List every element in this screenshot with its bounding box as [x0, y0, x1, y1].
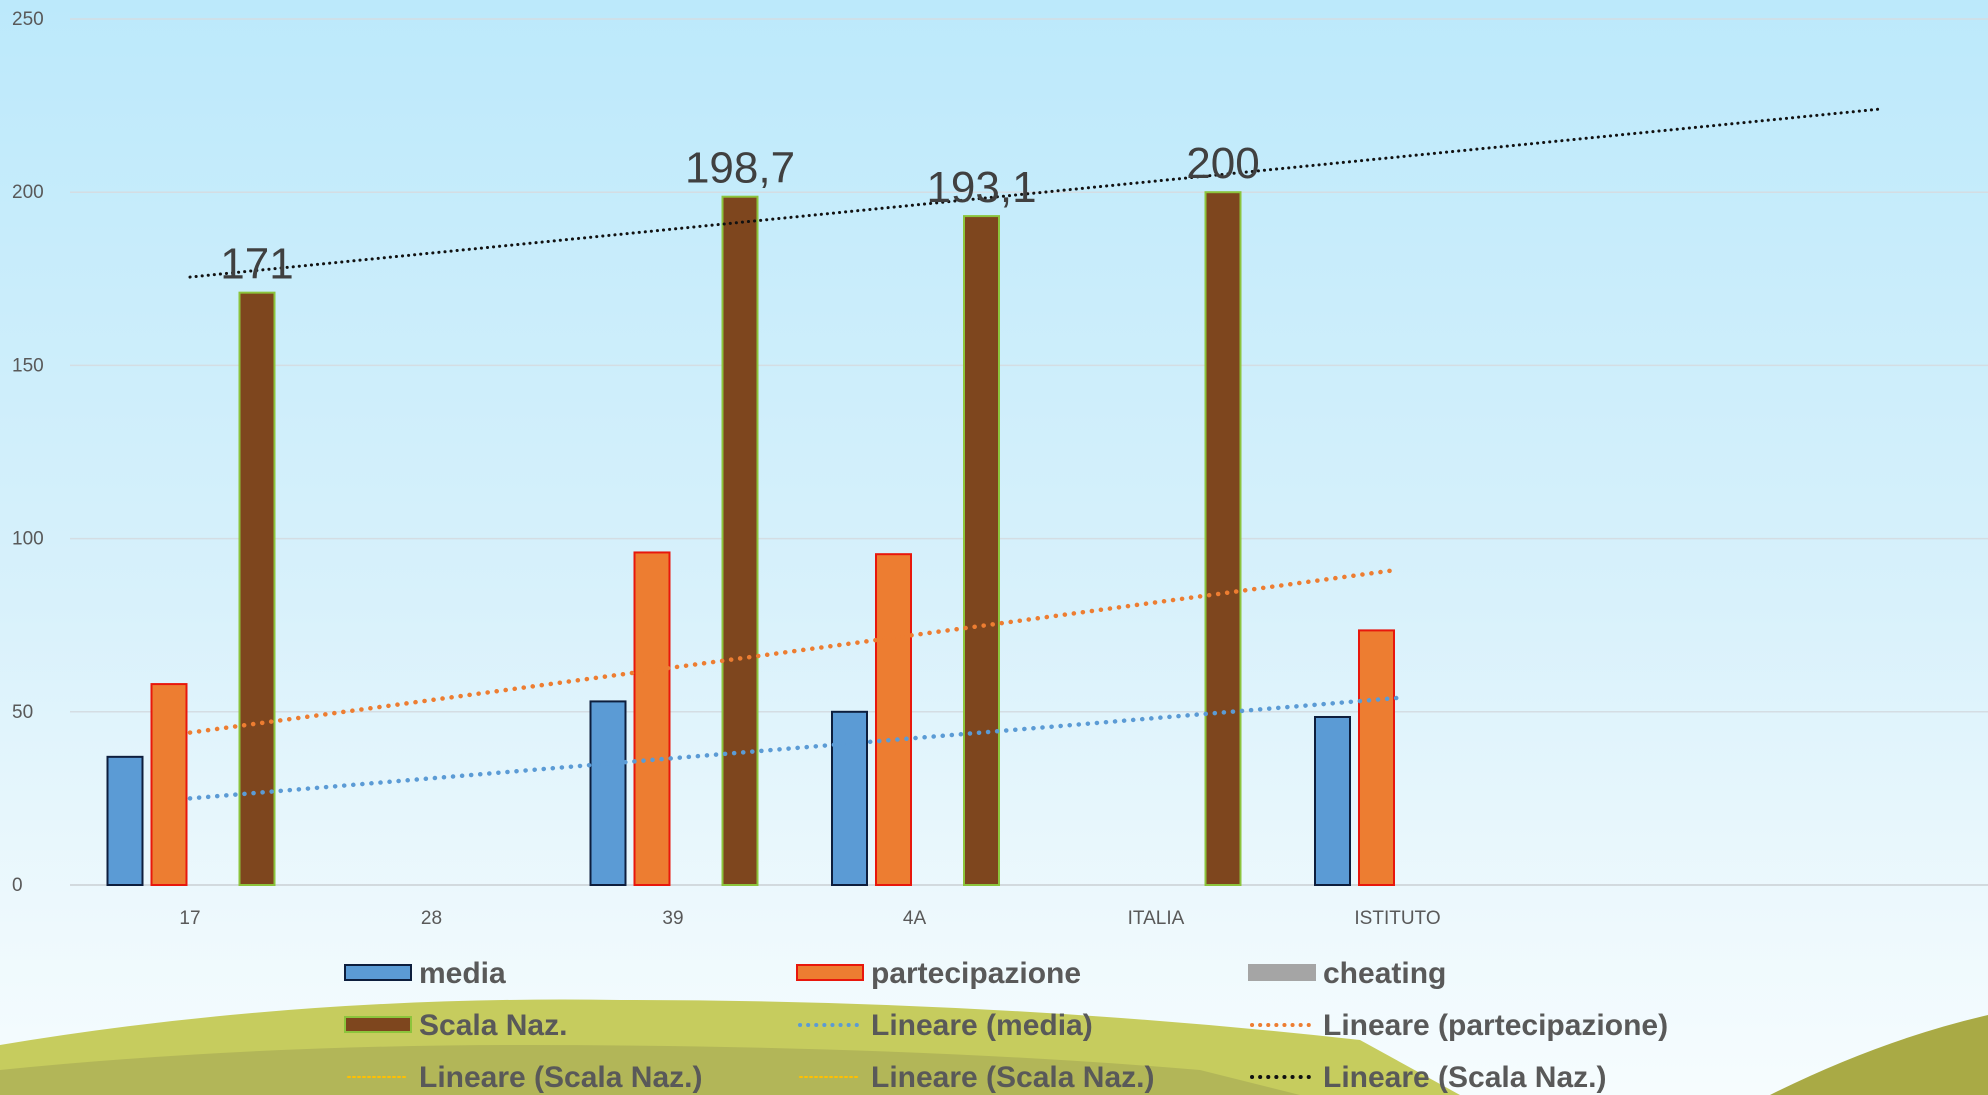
- trendline-partecipazione: [187, 567, 1400, 735]
- bar-scala-naz: [721, 195, 759, 887]
- legend-label: Scala Naz.: [419, 1009, 567, 1042]
- legend-label: Lineare (partecipazione): [1323, 1009, 1668, 1042]
- legend-item-lineare-partecipazione: Lineare (partecipazione): [1250, 1009, 1668, 1042]
- y-tick-label: 200: [12, 182, 44, 203]
- bar-partecipazione: [150, 683, 188, 887]
- bar-media: [1314, 715, 1351, 886]
- bar-scala-naz: [1204, 191, 1242, 886]
- legend-item-lineare-scala-naz: Lineare (Scala Naz.): [1250, 1061, 1606, 1094]
- legend-item-scala-naz: Scala Naz.: [344, 1009, 567, 1042]
- y-tick-label: 250: [12, 9, 44, 30]
- x-tick-label: 28: [421, 908, 442, 929]
- legend-label: partecipazione: [871, 957, 1081, 990]
- x-tick-label: 4A: [903, 908, 927, 929]
- legend-item-media: media: [344, 957, 506, 990]
- bar-partecipazione: [1358, 629, 1395, 886]
- legend-item-cheating: cheating: [1248, 957, 1446, 990]
- y-tick-label: 50: [12, 702, 33, 723]
- legend-swatch: [796, 964, 864, 981]
- trendline-media: [187, 695, 1400, 801]
- x-tick-label: ITALIA: [1128, 908, 1185, 929]
- data-label: 200: [1186, 139, 1259, 188]
- x-tick-label: 39: [662, 908, 683, 929]
- y-tick-label: 0: [12, 875, 23, 896]
- bar-media: [589, 700, 627, 887]
- bar-media: [831, 710, 868, 886]
- x-tick-label: ISTITUTO: [1354, 908, 1440, 929]
- legend-swatch: [1248, 964, 1316, 981]
- legend-item-lineare-media: Lineare (media): [798, 1009, 1093, 1042]
- bar-partecipazione: [875, 553, 912, 886]
- legend-label: Lineare (Scala Naz.): [419, 1061, 702, 1094]
- legend-item-lineare-scala-naz: Lineare (Scala Naz.): [799, 1061, 1154, 1094]
- legend-item-lineare-scala-naz: Lineare (Scala Naz.): [347, 1061, 702, 1094]
- bar-partecipazione: [633, 551, 671, 886]
- trendline-scala-naz: [188, 107, 1882, 279]
- x-tick-label: 17: [179, 908, 200, 929]
- legend-label: Lineare (Scala Naz.): [871, 1061, 1154, 1094]
- legend-label: Lineare (media): [871, 1009, 1093, 1042]
- legend-label: media: [419, 957, 506, 990]
- bar-scala-naz: [963, 215, 1000, 886]
- y-tick-label: 150: [12, 355, 44, 376]
- data-label: 198,7: [685, 144, 795, 193]
- legend-label: Lineare (Scala Naz.): [1323, 1061, 1606, 1094]
- legend-swatch: [344, 964, 412, 981]
- data-label: 171: [220, 240, 293, 289]
- y-tick-label: 100: [12, 529, 44, 550]
- legend-label: cheating: [1323, 957, 1446, 990]
- bar-media: [106, 755, 144, 886]
- legend-swatch: [344, 1016, 412, 1033]
- legend-item-partecipazione: partecipazione: [796, 957, 1081, 990]
- data-label: 193,1: [926, 163, 1036, 212]
- bar-scala-naz: [238, 291, 276, 886]
